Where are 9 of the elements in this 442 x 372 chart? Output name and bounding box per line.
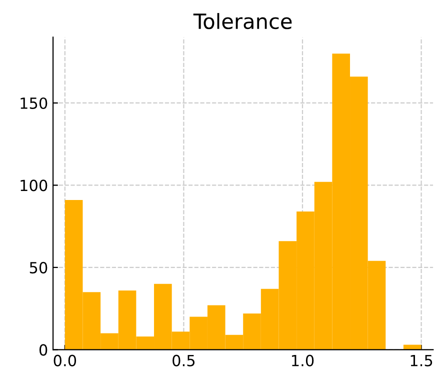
x-tick-label: 0.5 xyxy=(172,354,195,366)
y-tick-label: 50 xyxy=(30,262,48,274)
y-tick-label: 100 xyxy=(20,180,48,192)
x-tick-label: 1.5 xyxy=(410,355,432,366)
x-tick-label: 0.0 xyxy=(54,354,76,366)
chart-title: Tolerance xyxy=(193,13,292,30)
y-tick-label: 150 xyxy=(20,97,48,110)
y-tick-label: 0 xyxy=(39,344,48,356)
x-tick-label: 1.0 xyxy=(292,354,314,366)
